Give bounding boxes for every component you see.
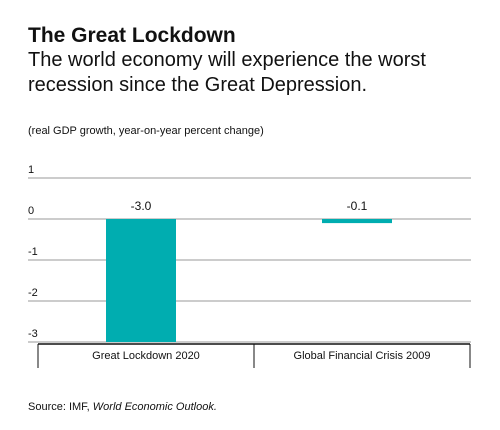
source-note: Source: IMF, World Economic Outlook. bbox=[28, 400, 217, 414]
unit-note: (real GDP growth, year-on-year percent c… bbox=[28, 125, 264, 137]
y-tick-label: 0 bbox=[28, 205, 34, 217]
y-tick-label: -3 bbox=[28, 328, 38, 340]
x-category-label: Great Lockdown 2020 bbox=[92, 350, 200, 362]
chart-subtitle: The world economy will experience the wo… bbox=[28, 49, 426, 96]
source-prefix: Source: IMF, bbox=[28, 401, 93, 413]
bar-value-label: -0.1 bbox=[347, 199, 368, 213]
bar-value-label: -3.0 bbox=[131, 199, 152, 213]
source-title: World Economic Outlook. bbox=[92, 401, 217, 413]
y-tick-label: 1 bbox=[28, 164, 34, 176]
y-tick-label: -1 bbox=[28, 246, 38, 258]
x-category-label: Global Financial Crisis 2009 bbox=[294, 350, 431, 362]
y-tick-label: -2 bbox=[28, 287, 38, 299]
bar bbox=[106, 219, 176, 342]
chart-title: The Great Lockdown bbox=[28, 24, 236, 47]
bar bbox=[322, 219, 392, 224]
